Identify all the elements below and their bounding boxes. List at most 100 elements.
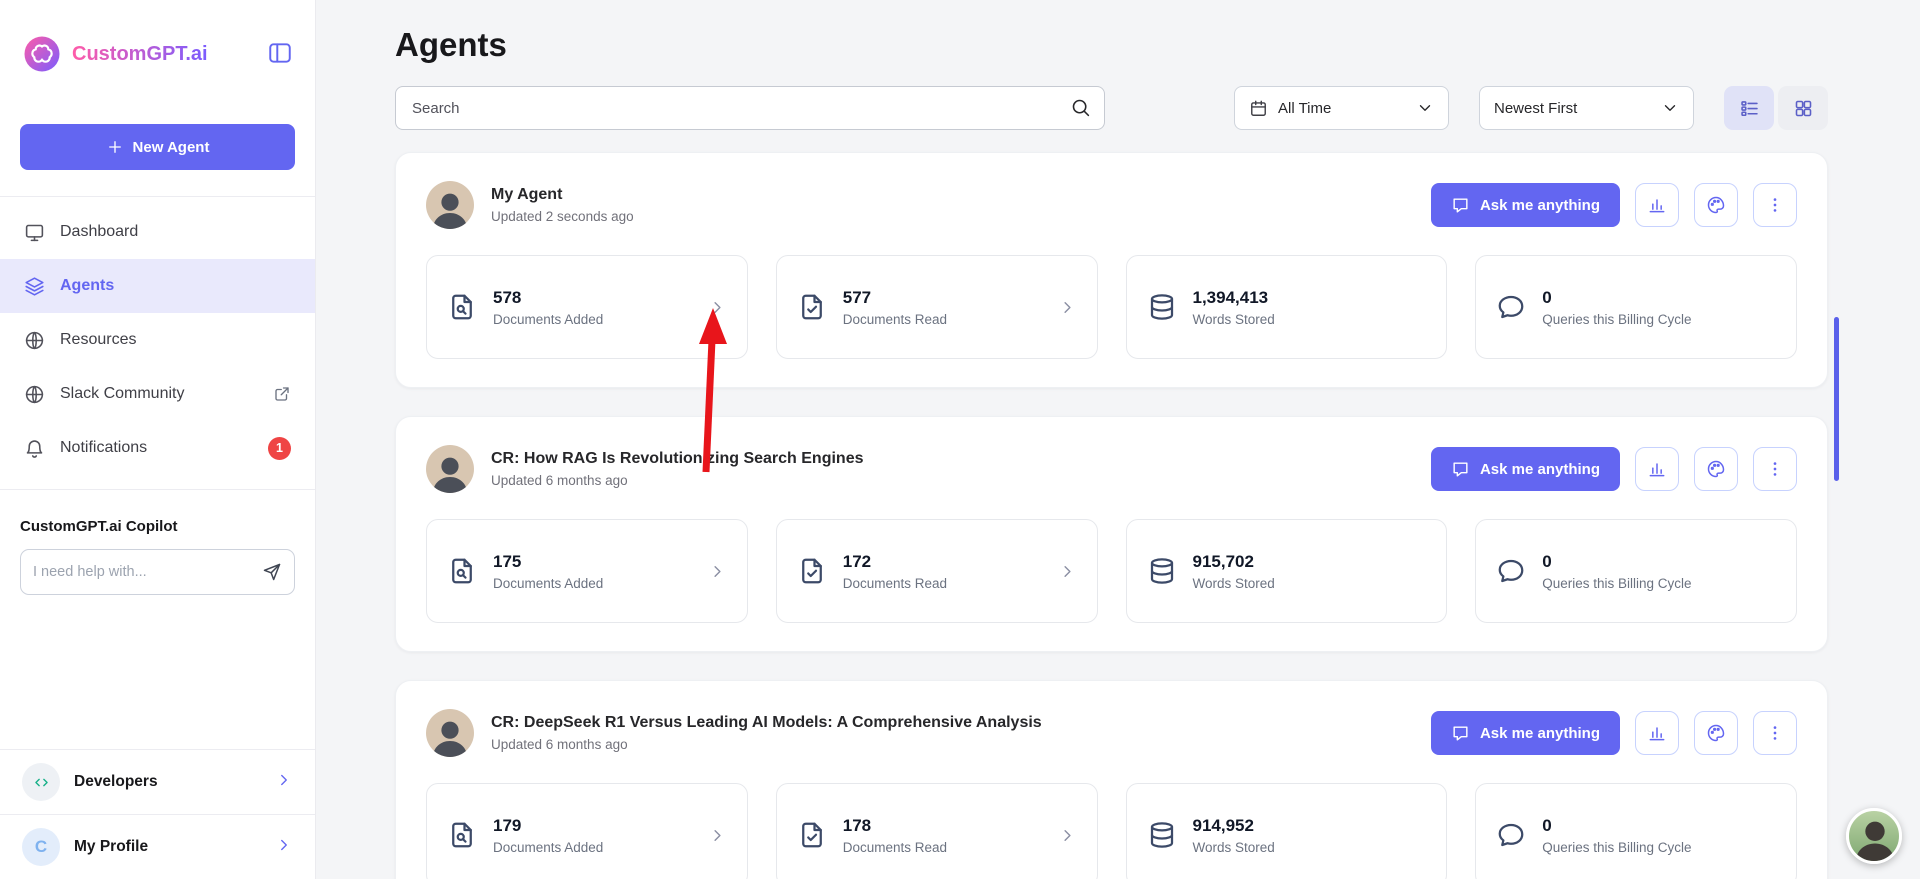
page-title: Agents	[395, 26, 507, 63]
stat-label: Queries this Billing Cycle	[1542, 839, 1692, 855]
grid-view-button[interactable]	[1778, 86, 1828, 130]
document-search-icon	[447, 556, 477, 586]
agent-name: CR: DeepSeek R1 Versus Leading AI Models…	[491, 714, 1042, 731]
agent-info: My Agent Updated 2 seconds ago	[491, 186, 634, 224]
stat-text: 1,394,413 Words Stored	[1193, 288, 1275, 327]
customize-button[interactable]	[1694, 447, 1738, 491]
stat-words-stored: 1,394,413 Words Stored	[1125, 255, 1448, 359]
sort-dropdown[interactable]: Newest First	[1479, 86, 1694, 130]
sidebar-item-slack-community[interactable]: Slack Community	[0, 367, 315, 421]
my-profile-row[interactable]: C My Profile	[0, 815, 315, 879]
sidebar-collapse-icon[interactable]	[267, 40, 293, 69]
stat-queries: 0 Queries this Billing Cycle	[1475, 255, 1797, 359]
chat-bubble-icon	[1496, 556, 1526, 586]
support-chat-avatar[interactable]	[1846, 808, 1902, 864]
chevron-right-icon	[1058, 826, 1077, 845]
chevron-right-icon	[708, 562, 727, 581]
database-icon	[1147, 820, 1177, 850]
palette-icon	[1706, 459, 1726, 479]
chat-icon	[1451, 724, 1470, 743]
code-icon	[22, 763, 60, 801]
sidebar-item-notifications[interactable]: Notifications 1	[0, 421, 315, 475]
external-link-icon	[273, 385, 291, 403]
logo-text: CustomGPT.ai	[72, 42, 208, 65]
more-options-button[interactable]	[1753, 711, 1797, 755]
ask-label: Ask me anything	[1479, 724, 1600, 742]
ask-me-anything-button[interactable]: Ask me anything	[1430, 711, 1620, 755]
agent-avatar	[426, 445, 474, 493]
document-check-icon	[797, 556, 827, 586]
more-options-button[interactable]	[1753, 183, 1797, 227]
chevron-right-icon	[708, 298, 727, 317]
agent-avatar	[426, 709, 474, 757]
toolbar: All Time Newest First	[395, 86, 1828, 130]
bar-chart-icon	[1647, 723, 1667, 743]
stats-row: 578 Documents Added 577 Documents Read	[426, 255, 1797, 359]
stat-value: 179	[493, 815, 522, 835]
search-input[interactable]	[395, 86, 1105, 130]
stat-documents-read[interactable]: 178 Documents Read	[775, 783, 1098, 879]
ask-me-anything-button[interactable]: Ask me anything	[1430, 447, 1620, 491]
bar-chart-icon	[1647, 195, 1667, 215]
stat-value: 0	[1542, 287, 1552, 307]
agent-card: My Agent Updated 2 seconds ago Ask me an…	[395, 152, 1828, 388]
nav-label: Notifications	[60, 439, 148, 456]
database-icon	[1147, 556, 1177, 586]
stat-documents-read[interactable]: 577 Documents Read	[775, 255, 1098, 359]
database-icon	[1147, 292, 1177, 322]
document-search-icon	[447, 292, 477, 322]
document-search-icon	[447, 820, 477, 850]
sidebar-item-agents[interactable]: Agents	[0, 259, 315, 313]
more-options-button[interactable]	[1753, 447, 1797, 491]
customize-button[interactable]	[1694, 183, 1738, 227]
badge-wrap: 1	[268, 436, 291, 460]
stat-documents-read[interactable]: 172 Documents Read	[775, 519, 1098, 623]
stat-text: 172 Documents Read	[843, 552, 947, 591]
time-filter-dropdown[interactable]: All Time	[1234, 86, 1449, 130]
chevron-right-icon	[275, 771, 293, 794]
analytics-button[interactable]	[1635, 447, 1679, 491]
ask-me-anything-button[interactable]: Ask me anything	[1430, 183, 1620, 227]
stat-queries: 0 Queries this Billing Cycle	[1475, 783, 1797, 879]
stat-documents-added[interactable]: 175 Documents Added	[426, 519, 748, 623]
stat-text: 175 Documents Added	[493, 552, 603, 591]
card-header: My Agent Updated 2 seconds ago Ask me an…	[426, 181, 1797, 229]
copilot-input[interactable]	[33, 564, 262, 580]
customgpt-logo[interactable]: CustomGPT.ai	[22, 34, 208, 74]
new-agent-button[interactable]: New Agent	[20, 124, 295, 170]
developers-row[interactable]: Developers	[0, 750, 315, 814]
stat-text: 577 Documents Read	[843, 288, 947, 327]
card-actions: Ask me anything	[1430, 711, 1797, 755]
agent-card: CR: How RAG Is Revolutionizing Search En…	[395, 416, 1828, 652]
dashboard-icon	[24, 222, 45, 243]
sidebar-item-dashboard[interactable]: Dashboard	[0, 205, 315, 259]
analytics-button[interactable]	[1635, 711, 1679, 755]
search-icon[interactable]	[1070, 97, 1091, 118]
document-check-icon	[797, 820, 827, 850]
calendar-icon	[1249, 99, 1268, 118]
copilot-title: CustomGPT.ai Copilot	[20, 518, 178, 535]
card-header: CR: How RAG Is Revolutionizing Search En…	[426, 445, 1797, 493]
stat-documents-added[interactable]: 179 Documents Added	[426, 783, 748, 879]
ask-label: Ask me anything	[1479, 196, 1600, 214]
chevron-right-icon	[708, 826, 727, 845]
stat-text: 0 Queries this Billing Cycle	[1542, 816, 1691, 855]
stat-documents-added[interactable]: 578 Documents Added	[426, 255, 748, 359]
stat-label: Documents Added	[493, 839, 604, 855]
customize-button[interactable]	[1694, 711, 1738, 755]
agent-name: CR: How RAG Is Revolutionizing Search En…	[491, 450, 864, 467]
bell-icon	[24, 438, 45, 459]
list-view-button[interactable]	[1724, 86, 1774, 130]
send-icon[interactable]	[262, 562, 282, 582]
stat-label: Documents Added	[493, 575, 604, 591]
developers-label: Developers	[74, 773, 158, 790]
divider	[0, 749, 315, 750]
scrollbar-thumb[interactable]	[1834, 317, 1839, 481]
analytics-button[interactable]	[1635, 183, 1679, 227]
document-check-icon	[797, 292, 827, 322]
stat-label: Queries this Billing Cycle	[1542, 575, 1692, 591]
stat-value: 578	[493, 287, 522, 307]
stat-text: 915,702 Words Stored	[1193, 552, 1275, 591]
stat-value: 915,702	[1192, 551, 1254, 571]
sidebar-item-resources[interactable]: Resources	[0, 313, 315, 367]
